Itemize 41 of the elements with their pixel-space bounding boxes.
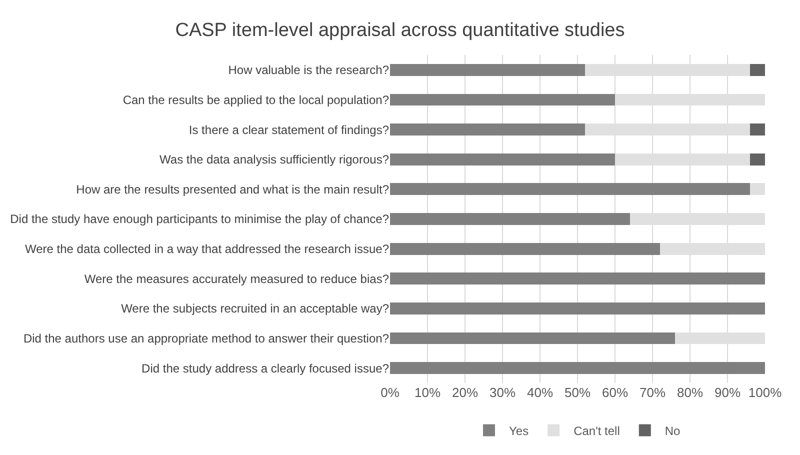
bar [390, 153, 615, 166]
y-tick-label: Were the data collected in a way that addressed the research issue? [25, 242, 390, 256]
bar [750, 64, 765, 76]
y-tick-label: Was the data analysis sufficiently rigorous? [160, 152, 390, 167]
x-tick-label: 20% [452, 385, 478, 400]
bar [750, 183, 765, 196]
bar [390, 302, 765, 314]
legend-label: No [664, 424, 681, 438]
chart-title: CASP item-level appraisal across quantitative studies [175, 20, 625, 42]
bar [390, 332, 675, 344]
x-tick-label: 80% [676, 385, 704, 400]
y-tick-label: Were the subjects recruited in an acceptable way? [121, 302, 390, 316]
bar [390, 362, 765, 374]
y-tick-label: Can the results be applied to the local population? [122, 92, 390, 107]
x-tick-label: 40% [526, 385, 554, 400]
x-tick-label: 0% [380, 385, 400, 400]
y-tick-label: Is there a clear statement of findings? [188, 122, 390, 137]
bar [390, 183, 750, 196]
y-tick-label: How are the results presented and what is the main result? [76, 182, 390, 196]
y-tick-label: Did the authors use an appropriate method to answer their question? [23, 331, 390, 346]
bar [390, 94, 615, 106]
x-tick-label: 10% [414, 385, 441, 400]
x-tick-label: 30% [489, 385, 516, 400]
bar [390, 272, 765, 285]
x-tick-label: 60% [602, 385, 628, 400]
bar [750, 124, 765, 136]
x-tick-label: 100% [748, 385, 782, 400]
bar [390, 64, 585, 76]
bar [390, 213, 630, 225]
bar [390, 242, 660, 255]
x-tick-label: 70% [639, 385, 666, 400]
y-tick-label: How valuable is the research? [228, 63, 390, 78]
legend-label: Yes [509, 424, 529, 438]
y-tick-label: Did the study have enough participants to minimise the play of chance? [10, 212, 390, 226]
legend-label: Can't tell [574, 424, 620, 438]
y-tick-label: Were the measures accurately measured to reduce bias? [84, 272, 390, 286]
bar [390, 124, 585, 136]
y-tick-label: Did the study address a clearly focused issue? [142, 361, 390, 376]
bar [750, 153, 765, 166]
x-tick-label: 50% [564, 385, 591, 400]
x-tick-label: 90% [714, 385, 741, 400]
